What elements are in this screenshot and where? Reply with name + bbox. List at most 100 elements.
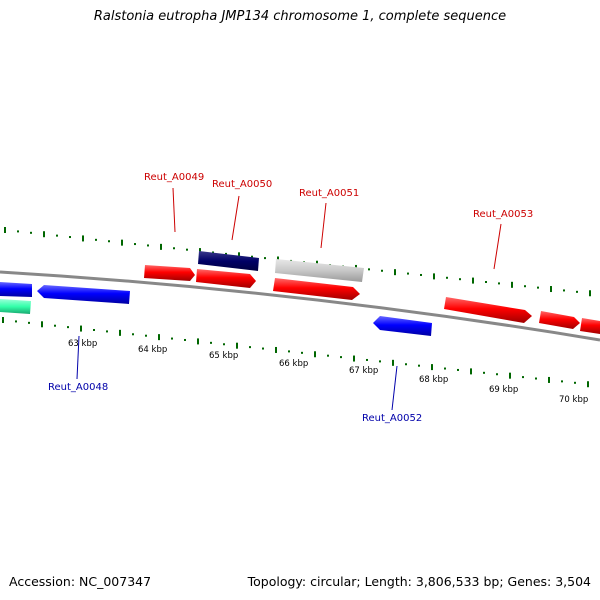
gc-tick bbox=[366, 358, 368, 361]
gc-tick bbox=[563, 289, 565, 292]
gc-tick bbox=[147, 244, 149, 247]
gc-tick bbox=[2, 317, 4, 323]
gene-reut-a0052[interactable] bbox=[373, 316, 432, 336]
gene-reut-a0051[interactable] bbox=[273, 278, 360, 300]
gene-reut-a0048[interactable] bbox=[37, 285, 130, 304]
gc-tick bbox=[251, 255, 253, 258]
gene-reut-a0051-gray[interactable] bbox=[275, 259, 364, 282]
gc-tick bbox=[69, 236, 71, 239]
gc-skew-track-lower bbox=[2, 317, 589, 388]
gc-tick bbox=[275, 346, 277, 353]
gc-tick bbox=[368, 268, 370, 271]
gc-tick bbox=[420, 273, 422, 276]
gc-tick bbox=[4, 227, 6, 233]
gc-tick bbox=[535, 377, 537, 380]
gc-tick bbox=[394, 269, 396, 276]
gene-label-leaders bbox=[76, 187, 502, 411]
gc-tick bbox=[511, 281, 513, 288]
gene-forward-a[interactable] bbox=[539, 311, 580, 329]
gc-tick bbox=[537, 286, 539, 289]
gene-reut-a0049[interactable] bbox=[144, 265, 195, 281]
gc-tick bbox=[496, 373, 498, 376]
gene-label-reut_a0053[interactable]: Reut_A0053 bbox=[473, 209, 533, 220]
scale-label: 68 kbp bbox=[419, 375, 448, 385]
scale-label: 66 kbp bbox=[279, 359, 308, 369]
gc-tick bbox=[119, 329, 121, 336]
gene-reverse-edge[interactable] bbox=[0, 282, 32, 297]
gc-tick bbox=[132, 333, 134, 336]
gc-tick bbox=[262, 347, 264, 350]
gene-label-reut_a0050[interactable]: Reut_A0050 bbox=[212, 179, 272, 190]
gc-tick bbox=[485, 281, 487, 283]
chromosome-backbone bbox=[0, 270, 600, 342]
gc-tick bbox=[472, 277, 474, 284]
gc-tick bbox=[160, 243, 162, 250]
gc-tick bbox=[199, 248, 201, 255]
gc-tick bbox=[171, 337, 173, 340]
gc-tick bbox=[353, 355, 355, 362]
gc-tick bbox=[225, 252, 227, 255]
gc-tick bbox=[43, 231, 45, 238]
gene-reut-a0050-dark[interactable] bbox=[198, 251, 259, 271]
gc-tick bbox=[236, 342, 238, 349]
scale-labels: 63 kbp 64 kbp 65 kbp 66 kbp 67 kbp 68 kbp 69 k… bbox=[68, 339, 588, 405]
accession-text: Accession: NC_007347 bbox=[9, 574, 152, 589]
gc-tick bbox=[314, 351, 316, 358]
gc-tick bbox=[56, 234, 58, 237]
gene-reut-a0053[interactable] bbox=[444, 297, 532, 323]
gene-label-reut_a0049[interactable]: Reut_A0049 bbox=[144, 172, 204, 183]
gc-tick bbox=[405, 363, 407, 366]
gc-tick bbox=[93, 328, 95, 331]
gc-tick bbox=[444, 367, 446, 370]
gc-tick bbox=[418, 364, 420, 367]
gc-tick bbox=[470, 368, 472, 375]
gc-tick bbox=[212, 251, 214, 254]
gc-tick bbox=[522, 376, 524, 379]
scale-label: 64 kbp bbox=[138, 345, 167, 355]
gene-reut-a0050[interactable] bbox=[196, 269, 256, 288]
scale-label: 65 kbp bbox=[209, 351, 238, 361]
gc-tick bbox=[184, 338, 186, 341]
gc-tick bbox=[173, 247, 175, 250]
gc-tick bbox=[457, 368, 459, 371]
gc-tick bbox=[381, 269, 383, 272]
gc-tick bbox=[561, 380, 563, 383]
scale-label: 63 kbp bbox=[68, 339, 97, 349]
gc-tick bbox=[17, 230, 19, 233]
gc-tick bbox=[301, 351, 303, 354]
gc-tick bbox=[106, 330, 108, 333]
gc-tick bbox=[589, 290, 591, 297]
scale-label: 69 kbp bbox=[489, 385, 518, 395]
gc-tick bbox=[587, 381, 589, 388]
gc-tick bbox=[524, 285, 526, 288]
gc-tick bbox=[407, 272, 409, 275]
gc-tick bbox=[95, 238, 97, 241]
gc-tick bbox=[238, 252, 240, 259]
gc-tick bbox=[340, 356, 342, 359]
gc-tick bbox=[54, 324, 56, 327]
gene-forward-b[interactable] bbox=[580, 318, 600, 334]
gc-tick bbox=[249, 346, 251, 349]
gc-tick bbox=[197, 338, 199, 345]
gene-track bbox=[0, 251, 600, 336]
gc-tick bbox=[446, 276, 448, 279]
gc-tick bbox=[30, 231, 32, 234]
gene-label-reut_a0048[interactable]: Reut_A0048 bbox=[48, 382, 108, 393]
gc-tick bbox=[550, 286, 552, 293]
gc-tick bbox=[379, 360, 381, 363]
gc-tick bbox=[186, 248, 188, 251]
gc-tick bbox=[431, 364, 433, 371]
gene-labels: Reut_A0049 Reut_A0050 Reut_A0051 Reut_A0053… bbox=[48, 172, 533, 424]
gene-label-reut_a0051[interactable]: Reut_A0051 bbox=[299, 188, 359, 199]
gc-tick bbox=[82, 235, 84, 242]
gc-tick bbox=[80, 325, 82, 332]
gc-tick bbox=[327, 354, 329, 357]
gc-tick bbox=[288, 350, 290, 353]
gc-tick bbox=[498, 282, 500, 285]
gene-label-reut_a0052[interactable]: Reut_A0052 bbox=[362, 413, 422, 424]
gc-tick bbox=[134, 243, 136, 246]
gene-teal-edge[interactable] bbox=[0, 299, 31, 314]
gc-tick bbox=[158, 334, 160, 341]
gc-tick bbox=[210, 341, 212, 344]
